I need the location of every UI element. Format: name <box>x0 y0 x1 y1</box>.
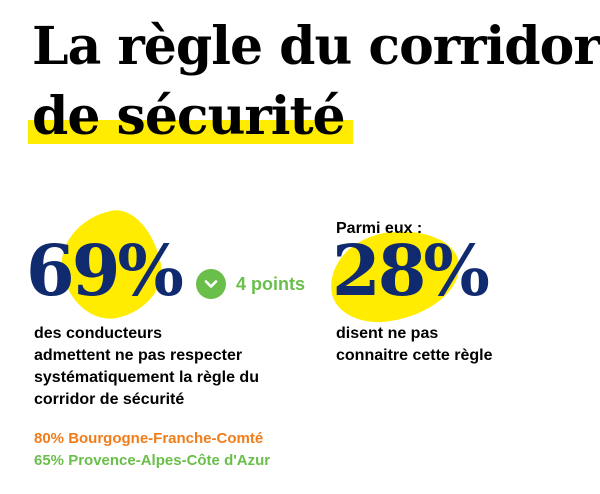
region-stat-paca: 65% Provence-Alpes-Côte d'Azur <box>34 452 271 469</box>
title-highlighted-text: de sécurité <box>28 82 353 152</box>
check-icon <box>196 269 226 299</box>
description-line: corridor de sécurité <box>34 391 185 408</box>
secondary-intro: Parmi eux : <box>336 220 423 237</box>
description-line: connaitre cette règle <box>336 347 493 364</box>
description-line: disent ne pas <box>336 325 439 342</box>
region-stat-bourgogne: 80% Bourgogne-Franche-Comté <box>34 430 264 447</box>
title-line-2: de sécurité <box>28 82 600 152</box>
main-stat-description: des conducteurs admettent ne pas respect… <box>34 323 294 411</box>
title-line-1: La règle du corridor <box>32 16 600 77</box>
secondary-stat-description: disent ne pas connaitre cette règle <box>336 323 536 367</box>
trend-label: 4 points <box>236 273 306 294</box>
page-title: La règle du corridor de sécurité <box>28 12 600 152</box>
secondary-percentage: 28% <box>332 229 490 312</box>
description-line: des conducteurs <box>34 325 163 342</box>
description-line: systématiquement la règle du <box>34 369 259 386</box>
trend-indicator: 4 points <box>196 268 305 300</box>
main-percentage: 69% <box>26 229 184 312</box>
description-line: admettent ne pas respecter <box>34 347 243 364</box>
